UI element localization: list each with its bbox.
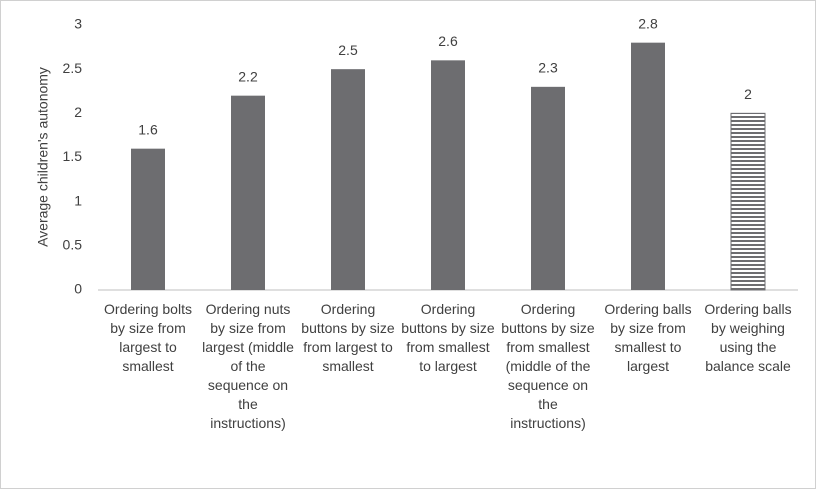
data-label: 1.6 [138,121,158,137]
bar [531,86,565,290]
y-axis-label: Average children's autonomy [35,67,51,247]
y-tick-label: 3 [74,16,82,32]
y-tick-label: 1 [74,192,82,208]
data-label: 2 [744,86,752,102]
bar [131,148,165,290]
y-tick-label: 2 [74,104,82,120]
x-tick-label: Ordering buttons by size from smallest t… [401,301,495,374]
x-tick-label: Ordering nuts by size from largest (midd… [202,301,294,431]
y-tick-label: 0 [74,281,82,297]
data-label: 2.2 [238,68,258,84]
bar [631,42,665,290]
data-label: 2.8 [638,15,658,31]
x-tick-label: Ordering balls by weighing using the bal… [704,301,792,374]
data-label: 2.6 [438,33,458,49]
x-tick-label: Ordering balls by size from smallest to … [604,301,692,374]
x-tick-label: Ordering bolts by size from largest to s… [104,301,192,374]
bar [331,69,365,291]
bar [231,95,265,291]
y-tick-label: 2.5 [63,60,83,76]
y-tick-label: 1.5 [63,148,83,164]
bar [730,112,766,291]
x-tick-label: Ordering buttons by size from smallest (… [501,301,595,431]
x-tick-label: Ordering buttons by size from largest to… [301,301,395,374]
data-label: 2.3 [538,60,558,76]
data-label: 2.5 [338,42,358,58]
bar [431,60,465,291]
y-tick-label: 0.5 [63,237,83,253]
